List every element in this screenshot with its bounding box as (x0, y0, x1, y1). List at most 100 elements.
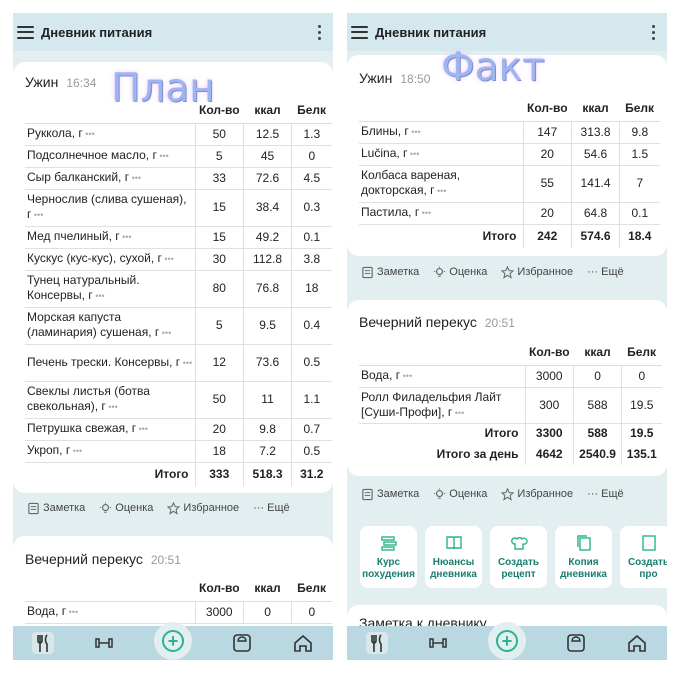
food-row[interactable]: Колбаса вареная, докторская, г ••• 55 141.… (359, 165, 660, 203)
more-dots-icon[interactable]: ••• (129, 173, 142, 183)
shortcut-tiles: Курс похудения Нюансы дневника Создать р… (347, 526, 667, 588)
more-dots-icon[interactable]: ••• (66, 607, 79, 617)
more-dots-icon[interactable]: ••• (119, 232, 132, 242)
dumbbell-icon (95, 638, 113, 648)
favorite-action[interactable]: Избранное (167, 501, 239, 515)
tile-create-recipe[interactable]: Создать рецепт (490, 526, 547, 588)
food-row[interactable]: Lučina, г ••• 20 54.6 1.5 (359, 143, 660, 166)
food-qty: 30 (194, 248, 244, 271)
nav-exercise[interactable] (427, 632, 449, 654)
food-kcal: 0 (573, 365, 622, 388)
nav-home[interactable] (292, 632, 314, 654)
nav-weight[interactable] (565, 632, 587, 654)
total-kcal: 588 (573, 423, 622, 443)
nav-weight[interactable] (231, 632, 253, 654)
more-action[interactable]: ··· Ещё (587, 488, 624, 500)
note-icon (362, 488, 373, 500)
add-button[interactable]: + (153, 622, 192, 660)
food-row[interactable]: Тунец натуральный. Консервы, г ••• 80 76.8… (25, 270, 332, 308)
more-dots-icon[interactable]: ••• (434, 186, 447, 196)
total-prot: 19.5 (621, 423, 662, 443)
book-icon (445, 535, 462, 549)
food-row[interactable]: Вода, г ••• 3000 0 0 (25, 601, 332, 624)
food-row[interactable]: Укроп, г ••• 18 7.2 0.5 (25, 440, 332, 463)
food-name: Морская капуста (ламинария) сушеная, г (27, 310, 160, 339)
more-action[interactable]: ··· Ещё (253, 502, 290, 514)
total-row: Итого 3300 588 19.5 (359, 423, 662, 443)
more-dots-icon[interactable]: ••• (136, 424, 149, 434)
hamburger-icon[interactable] (351, 25, 368, 39)
ellipsis-icon: ··· (253, 502, 265, 514)
food-kcal: 7.2 (243, 440, 292, 463)
food-row[interactable]: Вода, г ••• 3000 0 0 (359, 365, 662, 388)
more-dots-icon[interactable]: ••• (31, 210, 44, 220)
meal-header: Ужин 16:34 (25, 74, 96, 90)
more-dots-icon[interactable]: ••• (92, 291, 105, 301)
more-dots-icon[interactable]: ••• (105, 402, 118, 412)
tile-weight-loss-course[interactable]: Курс похудения (360, 526, 417, 588)
tile-create-product[interactable]: Создать про (620, 526, 667, 588)
favorite-action[interactable]: Избранное (501, 265, 573, 279)
note-action[interactable]: Заметка (361, 266, 419, 279)
food-qty: 33 (194, 167, 244, 190)
more-action[interactable]: ··· Ещё (587, 266, 624, 278)
col-header: Белк (621, 340, 662, 366)
total-qty: 242 (522, 224, 572, 248)
more-dots-icon[interactable]: ••• (156, 151, 169, 161)
food-row[interactable]: Свеклы листья (ботва свекольная), г ••• 5… (25, 381, 332, 419)
col-header: Кол-во (525, 340, 574, 366)
more-dots-icon[interactable]: ••• (159, 328, 172, 338)
food-kcal: 112.8 (243, 248, 292, 271)
tile-diary-tips[interactable]: Нюансы дневника (425, 526, 482, 588)
tile-copy-diary[interactable]: Копия дневника (555, 526, 612, 588)
col-header: Кол-во (195, 98, 244, 124)
meal-actions: Заметка Оценка Избранное ··· Ещё (347, 256, 667, 288)
kebab-icon[interactable] (309, 24, 329, 40)
food-prot: 0.3 (291, 189, 332, 227)
more-dots-icon[interactable]: ••• (180, 357, 193, 368)
food-row[interactable]: Блины, г ••• 147 313.8 9.8 (359, 121, 660, 144)
scale-icon (232, 634, 251, 652)
more-dots-icon[interactable]: ••• (70, 446, 83, 456)
food-prot: 1.3 (291, 123, 332, 146)
food-row[interactable]: Петрушка свежая, г ••• 20 9.8 0.7 (25, 418, 332, 441)
more-dots-icon[interactable]: ••• (407, 149, 420, 159)
food-name: Печень трески. Консервы, г (27, 354, 181, 369)
food-name: Укроп, г (27, 443, 71, 457)
food-row[interactable]: Печень трески. Консервы, г ••• 12 73.6 0.5 (25, 344, 332, 382)
more-dots-icon[interactable]: ••• (161, 254, 174, 264)
rating-action[interactable]: Оценка (433, 487, 487, 501)
food-row[interactable]: Мед пчелиный, г ••• 15 49.2 0.1 (25, 226, 332, 249)
food-row[interactable]: Руккола, г ••• 50 12.5 1.3 (25, 123, 332, 146)
food-row[interactable]: Пастила, г ••• 20 64.8 0.1 (359, 202, 660, 225)
nav-diary[interactable] (366, 632, 389, 654)
food-prot: 3.8 (291, 248, 332, 271)
rating-action[interactable]: Оценка (99, 501, 153, 515)
food-prot: 0.5 (291, 440, 332, 463)
food-qty: 5 (194, 145, 244, 168)
food-row[interactable]: Ролл Филадельфия Лайт [Суши-Профи], г ••… (359, 387, 662, 424)
total-qty: 333 (194, 462, 244, 486)
add-button[interactable]: + (487, 622, 526, 660)
more-dots-icon[interactable]: ••• (419, 208, 432, 218)
food-row[interactable]: Подсолнечное масло, г ••• 5 45 0 (25, 145, 332, 168)
bottom-nav: + (347, 622, 667, 660)
kebab-icon[interactable] (643, 24, 663, 40)
nav-home[interactable] (626, 632, 648, 654)
note-action[interactable]: Заметка (27, 502, 85, 515)
nav-diary[interactable] (32, 632, 55, 654)
hamburger-icon[interactable] (17, 25, 34, 39)
food-row[interactable]: Кускус (кус-кус), сухой, г ••• 30 112.8 3.8 (25, 248, 332, 271)
nav-exercise[interactable] (93, 632, 115, 654)
more-dots-icon[interactable]: ••• (452, 407, 465, 418)
more-dots-icon[interactable]: ••• (408, 127, 421, 137)
more-dots-icon[interactable]: ••• (82, 129, 95, 139)
favorite-action[interactable]: Избранное (501, 487, 573, 501)
food-row[interactable]: Чернослив (слива сушеная), г ••• 15 38.4 0.… (25, 189, 332, 227)
food-row[interactable]: Морская капуста (ламинария) сушеная, г •… (25, 307, 332, 345)
more-dots-icon[interactable]: ••• (400, 371, 413, 381)
food-row[interactable]: Сыр балканский, г ••• 33 72.6 4.5 (25, 167, 332, 190)
food-name: Чернослив (слива сушеная), г (27, 192, 187, 221)
note-action[interactable]: Заметка (361, 488, 419, 501)
rating-action[interactable]: Оценка (433, 265, 487, 279)
